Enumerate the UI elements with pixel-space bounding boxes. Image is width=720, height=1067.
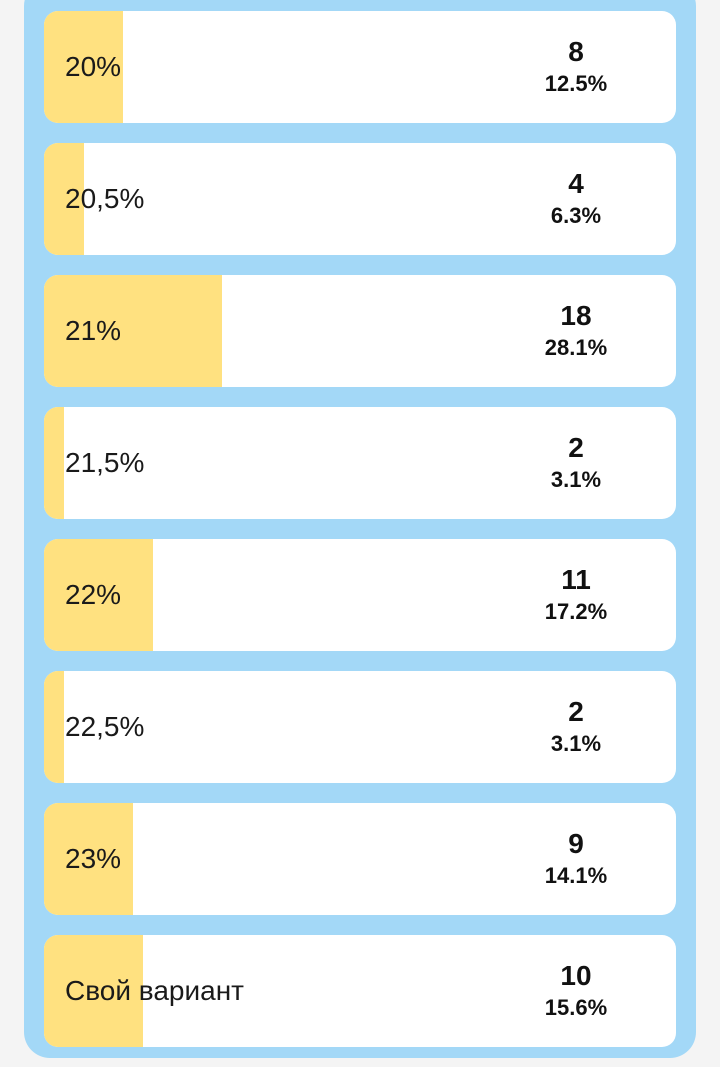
poll-option-21[interactable]: 21% 18 28.1%	[44, 275, 676, 387]
vote-percent: 14.1%	[544, 863, 608, 888]
vote-share-bar	[44, 803, 134, 915]
vote-percent: 17.2%	[544, 599, 608, 624]
option-stats: 9 14.1%	[521, 803, 631, 915]
vote-share-bar	[44, 143, 84, 255]
option-stats: 4 6.3%	[521, 143, 631, 255]
vote-percent: 3.1%	[550, 731, 602, 756]
option-stats: 11 17.2%	[521, 539, 631, 651]
option-label: 23%	[65, 843, 122, 874]
option-label: 20,5%	[65, 183, 145, 214]
vote-count: 18	[560, 300, 592, 331]
vote-share-bar	[44, 539, 153, 651]
option-label: 21,5%	[65, 447, 145, 478]
vote-share-bar	[44, 275, 222, 387]
vote-percent: 12.5%	[544, 71, 608, 96]
vote-count: 11	[561, 564, 591, 595]
vote-percent: 3.1%	[550, 467, 602, 492]
vote-count: 4	[568, 168, 584, 199]
poll-option-20-5[interactable]: 20,5% 4 6.3%	[44, 143, 676, 255]
vote-share-bar	[44, 671, 64, 783]
poll-option-custom[interactable]: Свой вариант 10 15.6%	[44, 935, 676, 1047]
poll-option-21-5[interactable]: 21,5% 2 3.1%	[44, 407, 676, 519]
poll-option-22[interactable]: 22% 11 17.2%	[44, 539, 676, 651]
option-label: 21%	[65, 315, 122, 346]
vote-share-bar	[44, 11, 123, 123]
vote-percent: 15.6%	[544, 995, 608, 1020]
option-stats: 10 15.6%	[521, 935, 631, 1047]
option-label: Свой вариант	[65, 975, 244, 1006]
vote-percent: 28.1%	[544, 335, 608, 360]
vote-count: 8	[568, 36, 584, 67]
option-label: 22,5%	[65, 711, 145, 742]
vote-count: 2	[568, 432, 584, 463]
vote-percent: 6.3%	[550, 203, 602, 228]
option-stats: 8 12.5%	[521, 11, 631, 123]
vote-count: 2	[568, 696, 584, 727]
poll-option-23[interactable]: 23% 9 14.1%	[44, 803, 676, 915]
vote-share-bar	[44, 935, 143, 1047]
option-stats: 18 28.1%	[521, 275, 631, 387]
poll-option-22-5[interactable]: 22,5% 2 3.1%	[44, 671, 676, 783]
poll-option-20[interactable]: 20% 8 12.5%	[44, 11, 676, 123]
poll-options-list: 20% 8 12.5% 20,5% 4 6.3% 21% 18 28.1% 21…	[44, 11, 676, 1067]
vote-count: 10	[560, 960, 592, 991]
vote-count: 9	[568, 828, 584, 859]
option-label: 22%	[65, 579, 122, 610]
vote-share-bar	[44, 407, 64, 519]
option-stats: 2 3.1%	[521, 671, 631, 783]
option-stats: 2 3.1%	[521, 407, 631, 519]
option-label: 20%	[65, 51, 122, 82]
